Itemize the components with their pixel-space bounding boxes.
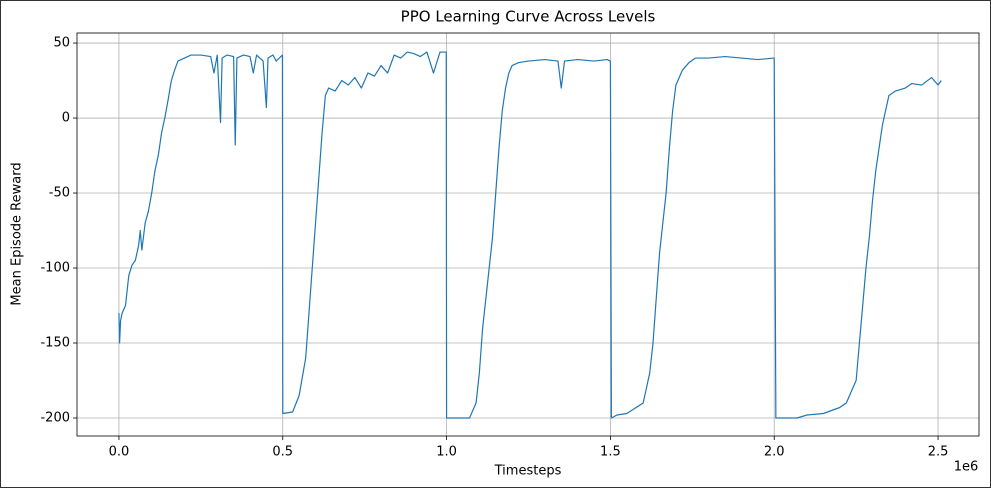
x-tick-label: 0.5 xyxy=(272,445,293,460)
plot-frame xyxy=(76,32,980,437)
x-axis-label: Timesteps xyxy=(494,464,562,479)
chart-title: PPO Learning Curve Across Levels xyxy=(401,8,656,26)
y-tick-label: -50 xyxy=(49,186,70,201)
x-tick-label: 1.5 xyxy=(600,445,621,460)
line-series xyxy=(118,51,942,419)
y-axis-label: Mean Episode Reward xyxy=(10,162,25,305)
x-offset-label: 1e6 xyxy=(954,460,979,475)
y-tick-label: 0 xyxy=(62,111,70,126)
y-tick-label: -100 xyxy=(40,261,70,276)
x-tick-label: 2.0 xyxy=(764,445,785,460)
x-tick-label: 0.0 xyxy=(109,445,130,460)
y-tick-label: -150 xyxy=(40,336,70,351)
y-tick-label: -200 xyxy=(40,411,70,426)
x-tick-label: 1.0 xyxy=(436,445,457,460)
y-tick-label: 50 xyxy=(53,36,70,51)
x-tick-label: 2.5 xyxy=(928,445,949,460)
